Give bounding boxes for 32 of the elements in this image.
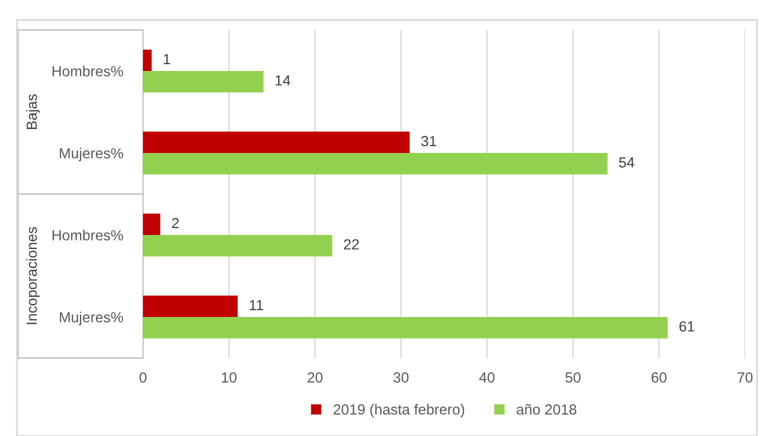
x-tick-label: 60 bbox=[652, 372, 667, 383]
legend-label: año 2018 bbox=[516, 404, 576, 415]
data-label: 61 bbox=[679, 321, 694, 332]
y-tick-label: Mujeres% bbox=[60, 312, 124, 326]
data-label: 22 bbox=[344, 239, 359, 250]
data-label: 14 bbox=[276, 75, 290, 86]
y-tick-label: Mujeres% bbox=[60, 148, 124, 162]
bar bbox=[143, 50, 152, 71]
legend-label: 2019 (hasta febrero) bbox=[334, 404, 464, 418]
x-tick-label: 50 bbox=[565, 372, 581, 383]
x-tick-label: 20 bbox=[308, 372, 323, 383]
bar bbox=[143, 153, 608, 174]
data-label: 1 bbox=[164, 54, 170, 64]
bar bbox=[143, 132, 410, 153]
y-tick-label: Hombres% bbox=[52, 230, 124, 240]
y-tick-label: Hombres% bbox=[52, 66, 124, 76]
x-tick-label: 30 bbox=[393, 372, 409, 383]
bar bbox=[143, 214, 160, 235]
x-tick-label: 10 bbox=[222, 372, 237, 383]
x-tick-label: 70 bbox=[738, 372, 753, 383]
bar bbox=[143, 317, 668, 338]
data-label: 54 bbox=[619, 157, 634, 168]
data-label: 11 bbox=[250, 300, 264, 310]
bar bbox=[143, 235, 332, 256]
bar bbox=[143, 71, 264, 92]
text: Incoporaciones bbox=[26, 227, 40, 324]
data-label: 31 bbox=[421, 136, 436, 146]
data-label: 2 bbox=[172, 218, 179, 228]
text: Bajas bbox=[26, 94, 40, 130]
bar bbox=[143, 296, 238, 317]
x-tick-label: 0 bbox=[140, 372, 146, 383]
x-tick-label: 40 bbox=[479, 372, 495, 383]
